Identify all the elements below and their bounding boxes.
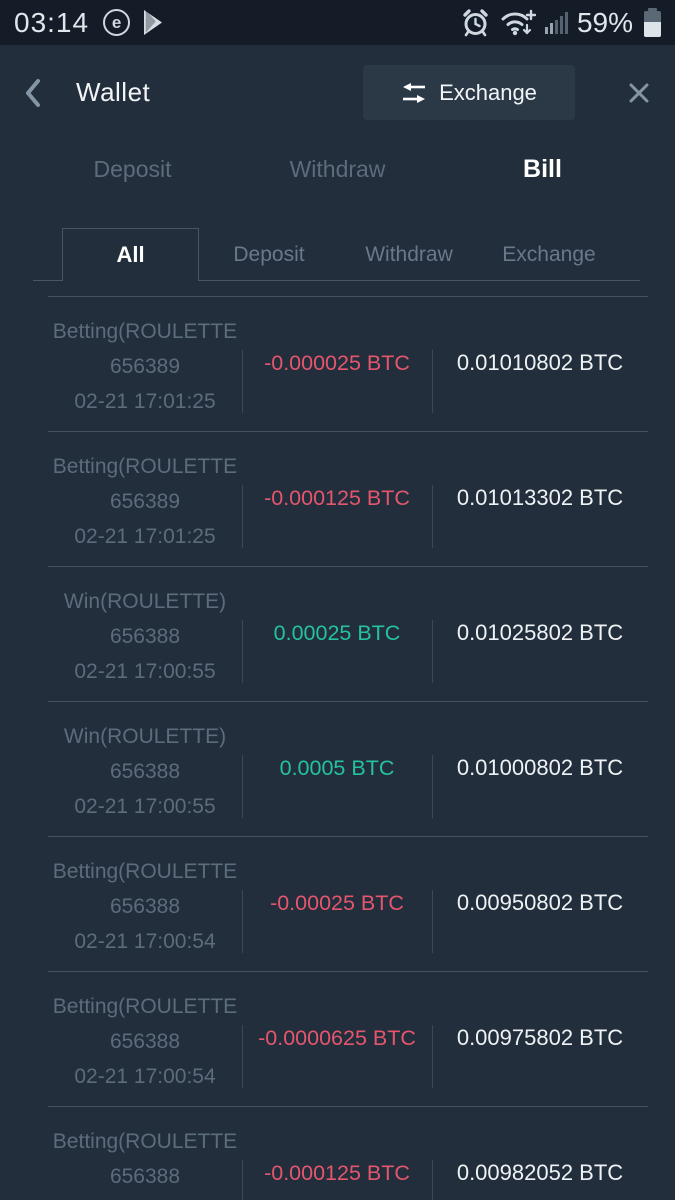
table-row: Betting(ROULETTE 656388 02-21 17:00:54 -… bbox=[48, 1106, 648, 1200]
column-divider bbox=[242, 620, 243, 683]
table-row: Win(ROULETTE) 656388 02-21 17:00:55 0.00… bbox=[48, 701, 648, 836]
tx-info: Betting(ROULETTE 656388 02-21 17:00:54 bbox=[48, 1107, 242, 1200]
tx-datetime: 02-21 17:01:25 bbox=[74, 390, 216, 413]
tx-type: Betting(ROULETTE bbox=[52, 995, 238, 1018]
tx-type: Betting(ROULETTE bbox=[52, 320, 238, 343]
tab-baseline bbox=[33, 280, 640, 281]
tx-datetime: 02-21 17:00:54 bbox=[74, 930, 216, 953]
tx-id: 656388 bbox=[109, 895, 181, 918]
filter-tab-withdraw[interactable]: Withdraw bbox=[365, 242, 453, 266]
tx-info: Win(ROULETTE) 656388 02-21 17:00:55 bbox=[48, 567, 242, 701]
swap-arrows-icon bbox=[401, 82, 427, 104]
column-divider bbox=[242, 350, 243, 413]
clock-time: 03:14 bbox=[14, 6, 90, 38]
tx-info: Betting(ROULETTE 656388 02-21 17:00:54 bbox=[48, 837, 242, 971]
table-row: Betting(ROULETTE 656389 02-21 17:01:25 -… bbox=[48, 431, 648, 566]
page-title: Wallet bbox=[76, 77, 151, 107]
tx-info: Win(ROULETTE) 656388 02-21 17:00:55 bbox=[48, 702, 242, 836]
exchange-button[interactable]: Exchange bbox=[363, 65, 575, 120]
battery-icon bbox=[644, 8, 661, 37]
chevron-left-icon bbox=[26, 78, 40, 107]
tx-balance: 0.01025802 BTC bbox=[456, 620, 624, 645]
tx-amount: -0.00025 BTC bbox=[270, 890, 404, 915]
column-divider bbox=[432, 890, 433, 953]
tx-id: 656389 bbox=[109, 355, 181, 378]
tx-datetime: 02-21 17:00:54 bbox=[74, 1065, 216, 1088]
tx-datetime: 02-21 17:00:54 bbox=[48, 1194, 242, 1200]
tab-bill[interactable]: Bill bbox=[523, 154, 562, 183]
close-icon bbox=[629, 83, 649, 102]
column-divider bbox=[432, 755, 433, 818]
tx-balance: 0.01013302 BTC bbox=[456, 485, 624, 510]
tx-balance: 0.00982052 BTC bbox=[456, 1160, 624, 1185]
close-button[interactable] bbox=[627, 81, 651, 105]
tx-datetime: 02-21 17:01:25 bbox=[74, 525, 216, 548]
column-divider bbox=[242, 1025, 243, 1088]
table-row: Betting(ROULETTE 656388 02-21 17:00:54 -… bbox=[48, 971, 648, 1106]
tx-info: Betting(ROULETTE 656389 02-21 17:01:25 bbox=[48, 297, 242, 431]
filter-tab-deposit[interactable]: Deposit bbox=[233, 242, 305, 266]
column-divider bbox=[242, 1160, 243, 1200]
table-row: Win(ROULETTE) 656388 02-21 17:00:55 0.00… bbox=[48, 566, 648, 701]
tab-deposit[interactable]: Deposit bbox=[93, 155, 172, 182]
tab-withdraw[interactable]: Withdraw bbox=[289, 155, 386, 182]
column-divider bbox=[432, 1025, 433, 1088]
tx-id: 656388 bbox=[109, 1165, 181, 1188]
tx-id: 656388 bbox=[109, 1030, 181, 1053]
table-row: Betting(ROULETTE 656388 02-21 17:00:54 -… bbox=[48, 836, 648, 971]
bill-filter-tabs: All Deposit Withdraw Exchange bbox=[0, 228, 675, 281]
tx-type: Betting(ROULETTE bbox=[52, 1130, 238, 1153]
tx-type: Betting(ROULETTE bbox=[52, 455, 238, 478]
tx-amount: -0.000125 BTC bbox=[264, 1160, 410, 1185]
column-divider bbox=[432, 1160, 433, 1200]
exchange-button-label: Exchange bbox=[439, 79, 537, 105]
tx-amount: -0.000025 BTC bbox=[264, 350, 410, 375]
column-divider bbox=[242, 485, 243, 548]
table-row: Betting(ROULETTE 656389 02-21 17:01:25 -… bbox=[48, 296, 648, 431]
tx-id: 656388 bbox=[109, 625, 181, 648]
tx-balance: 0.00950802 BTC bbox=[456, 890, 624, 915]
wallet-tabs: Deposit Withdraw Bill bbox=[0, 140, 675, 198]
tx-type: Betting(ROULETTE bbox=[52, 860, 238, 883]
tx-datetime: 02-21 17:00:55 bbox=[74, 795, 216, 818]
tx-amount: 0.00025 BTC bbox=[273, 620, 401, 645]
tx-balance: 0.01000802 BTC bbox=[456, 755, 624, 780]
tx-type: Win(ROULETTE) bbox=[63, 725, 227, 748]
column-divider bbox=[242, 755, 243, 818]
wallet-header: Wallet Exchange bbox=[0, 45, 675, 140]
tx-datetime: 02-21 17:00:55 bbox=[74, 660, 216, 683]
back-button[interactable] bbox=[24, 78, 58, 108]
transaction-list[interactable]: Betting(ROULETTE 656389 02-21 17:01:25 -… bbox=[0, 296, 675, 1200]
wifi-traffic-icon bbox=[500, 7, 536, 38]
tx-id: 656388 bbox=[109, 760, 181, 783]
column-divider bbox=[432, 620, 433, 683]
status-bar: 03:14 e bbox=[0, 0, 675, 45]
tx-info: Betting(ROULETTE 656388 02-21 17:00:54 bbox=[48, 972, 242, 1106]
tx-amount: 0.0005 BTC bbox=[279, 755, 395, 780]
edge-network-icon: e bbox=[103, 9, 131, 36]
tx-id: 656389 bbox=[109, 490, 181, 513]
tx-balance: 0.01010802 BTC bbox=[456, 350, 624, 375]
column-divider bbox=[432, 485, 433, 548]
column-divider bbox=[242, 890, 243, 953]
signal-strength-icon bbox=[544, 11, 568, 34]
tx-type: Win(ROULETTE) bbox=[63, 590, 227, 613]
filter-tab-all[interactable]: All bbox=[62, 228, 199, 281]
battery-percent: 59% bbox=[576, 6, 633, 38]
column-divider bbox=[432, 350, 433, 413]
google-play-icon bbox=[140, 9, 165, 36]
tx-balance: 0.00975802 BTC bbox=[456, 1025, 624, 1050]
tx-info: Betting(ROULETTE 656389 02-21 17:01:25 bbox=[48, 432, 242, 566]
tx-amount: -0.0000625 BTC bbox=[258, 1025, 416, 1050]
alarm-icon bbox=[460, 7, 491, 38]
filter-tab-exchange[interactable]: Exchange bbox=[502, 242, 596, 266]
tx-amount: -0.000125 BTC bbox=[264, 485, 410, 510]
